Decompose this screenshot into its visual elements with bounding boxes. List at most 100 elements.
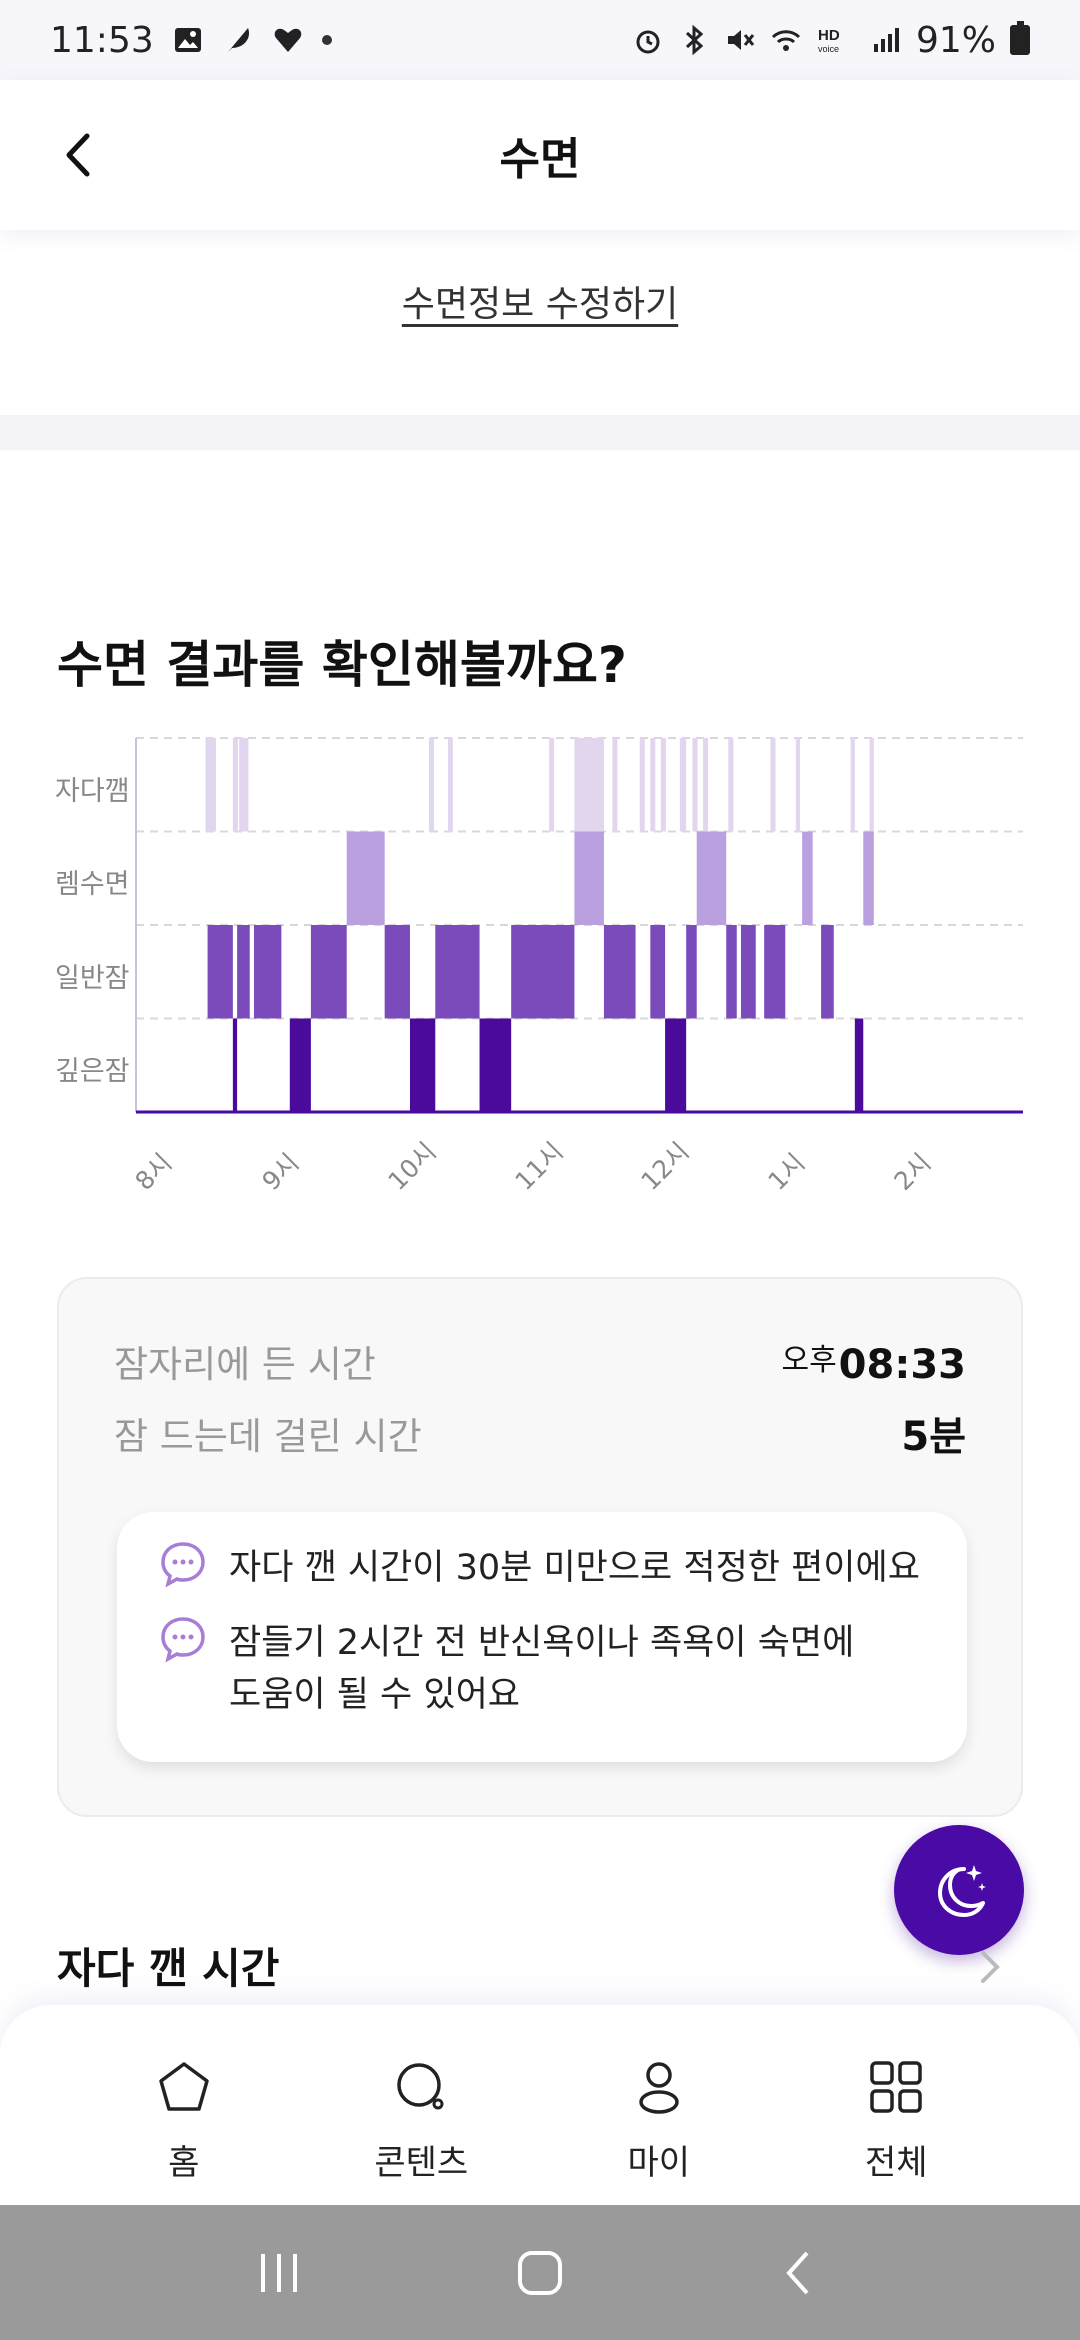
search-icon [397, 2063, 444, 2110]
chart-y-label: 자다깸 [55, 775, 130, 807]
chart-awake-mark [728, 738, 734, 832]
chart-awake-mark [612, 738, 618, 832]
chart-awake-mark [574, 738, 604, 832]
chart-segment-일반잠 [726, 925, 737, 1019]
chart-awake-mark [850, 738, 855, 832]
tip-line: 잠들기 2시간 전 반신욕이나 족욕이 숙면에 [229, 1623, 855, 1663]
tip-line: 도움이 될 수 있어요 [229, 1675, 520, 1715]
chart-awake-mark [703, 738, 709, 832]
status-time: 11:53 [50, 19, 154, 61]
sleep-stage-chart: 자다깸 렘수면 일반잠 깊은잠 8시 9시 10시 11시 12시 1시 2시 [0, 720, 1080, 1200]
edit-sleep-info-link[interactable]: 수면정보 수정하기 [0, 275, 1080, 327]
system-back-icon[interactable] [775, 2248, 825, 2298]
chart-segment-일반잠 [650, 925, 666, 1019]
chart-awake-mark [639, 738, 645, 832]
edit-sleep-info-label: 수면정보 수정하기 [401, 284, 679, 325]
chart-segment-일반잠 [253, 925, 282, 1019]
chart-awake-mark [447, 738, 453, 832]
tip-item: 자다 깬 시간이 30분 미만으로 적정한 편이에요 [157, 1542, 937, 1594]
chart-awake-mark [428, 738, 434, 832]
latency-value: 5분 [901, 1414, 966, 1460]
nav-my[interactable]: 마이 [540, 2005, 778, 2205]
chart-awake-mark [207, 738, 217, 832]
feather-icon [227, 28, 249, 52]
tip-text: 잠들기 2시간 전 반신욕이나 족욕이 숙면에 도움이 될 수 있어요 [229, 1617, 854, 1721]
nav-all-label: 전체 [864, 2143, 928, 2183]
chat-bubble-icon [161, 1542, 205, 1588]
chart-segment-일반잠 [686, 925, 697, 1019]
alarm-icon [636, 30, 660, 54]
bedtime-label: 잠자리에 든 시간 [114, 1343, 376, 1386]
battery-percent: 91% [915, 19, 996, 61]
chart-segment-일반잠 [603, 925, 636, 1019]
chart-awake-mark [770, 738, 776, 832]
svg-text:HD: HD [818, 27, 840, 44]
chart-segment-일반잠 [435, 925, 480, 1019]
chevron-right-icon[interactable] [975, 1947, 1005, 1987]
back-icon[interactable] [55, 130, 105, 180]
chart-awake-mark [795, 738, 801, 832]
system-nav-bar [0, 2205, 1080, 2340]
wifi-icon [771, 30, 801, 51]
chart-segment-일반잠 [511, 925, 575, 1019]
nav-home-label: 홈 [168, 2143, 200, 2183]
sleep-summary-card: 잠자리에 든 시간 오후08:33 잠 드는데 걸린 시간 5분 자다 깬 시간… [57, 1277, 1023, 1817]
section-divider [0, 415, 1080, 450]
home-icon [159, 2062, 209, 2111]
chart-segment-깊은잠 [665, 1018, 687, 1112]
battery-icon [1010, 21, 1030, 55]
page-title: 수면 [499, 134, 581, 185]
tip-text: 자다 깬 시간이 30분 미만으로 적정한 편이에요 [229, 1548, 920, 1588]
chart-awake-mark [232, 738, 238, 832]
chart-segment-일반잠 [207, 925, 233, 1019]
chart-awake-mark [692, 738, 698, 832]
chart-y-label: 렘수면 [55, 869, 130, 901]
sleep-tips-box: 자다 깬 시간이 30분 미만으로 적정한 편이에요 잠들기 2시간 전 반신욕… [117, 1512, 967, 1762]
chart-y-label: 일반잠 [55, 962, 130, 994]
nav-home[interactable]: 홈 [65, 2005, 303, 2205]
chart-segment-렘수면 [863, 831, 874, 925]
status-bar: 11:53 HD voice 91% [0, 0, 1080, 80]
gallery-icon [174, 28, 201, 52]
chart-segment-렘수면 [802, 831, 813, 925]
latency-row: 잠 드는데 걸린 시간 5분 [114, 1404, 966, 1462]
heart-icon [274, 28, 302, 52]
wake-time-title: 자다 깬 시간 [57, 1944, 280, 1993]
signal-icon [873, 28, 899, 52]
chart-awake-mark [660, 738, 666, 832]
chart-y-label: 깊은잠 [55, 1056, 130, 1088]
tip-item: 잠들기 2시간 전 반신욕이나 족욕이 숙면에 도움이 될 수 있어요 [157, 1617, 937, 1721]
chart-segment-일반잠 [237, 925, 250, 1019]
moon-stars-icon [938, 1865, 986, 1917]
chart-awake-mark [679, 738, 687, 832]
sleep-stage-chart-svg [135, 737, 1023, 1114]
chart-segment-렘수면 [574, 831, 604, 925]
bedtime-ampm: 오후 [781, 1342, 837, 1378]
sleep-mode-fab[interactable] [894, 1825, 1024, 1955]
chart-segment-렘수면 [346, 831, 385, 925]
sleep-result-title: 수면 결과를 확인해볼까요? [57, 636, 627, 694]
chart-segment-깊은잠 [289, 1018, 311, 1112]
bluetooth-icon [685, 24, 704, 56]
bedtime-row: 잠자리에 든 시간 오후08:33 [114, 1334, 966, 1388]
grid-icon [870, 2061, 922, 2113]
chart-segment-일반잠 [740, 925, 756, 1019]
chart-segment-깊은잠 [232, 1018, 238, 1112]
chart-segment-깊은잠 [479, 1018, 512, 1112]
chart-awake-mark [243, 738, 249, 832]
mute-icon [727, 30, 755, 50]
nav-contents-label: 콘텐츠 [374, 2143, 469, 2183]
chart-segment-깊은잠 [409, 1018, 436, 1112]
chart-segment-깊은잠 [854, 1018, 864, 1112]
home-button-icon[interactable] [515, 2248, 565, 2298]
latency-label: 잠 드는데 걸린 시간 [114, 1415, 422, 1458]
user-icon [639, 2062, 679, 2114]
chart-awake-mark [239, 738, 245, 832]
chart-awake-mark [869, 738, 874, 832]
nav-contents[interactable]: 콘텐츠 [303, 2005, 541, 2205]
recent-apps-icon[interactable] [255, 2248, 305, 2298]
nav-all[interactable]: 전체 [778, 2005, 1016, 2205]
bedtime-value: 오후08:33 [781, 1335, 966, 1388]
chart-segment-렘수면 [696, 831, 727, 925]
